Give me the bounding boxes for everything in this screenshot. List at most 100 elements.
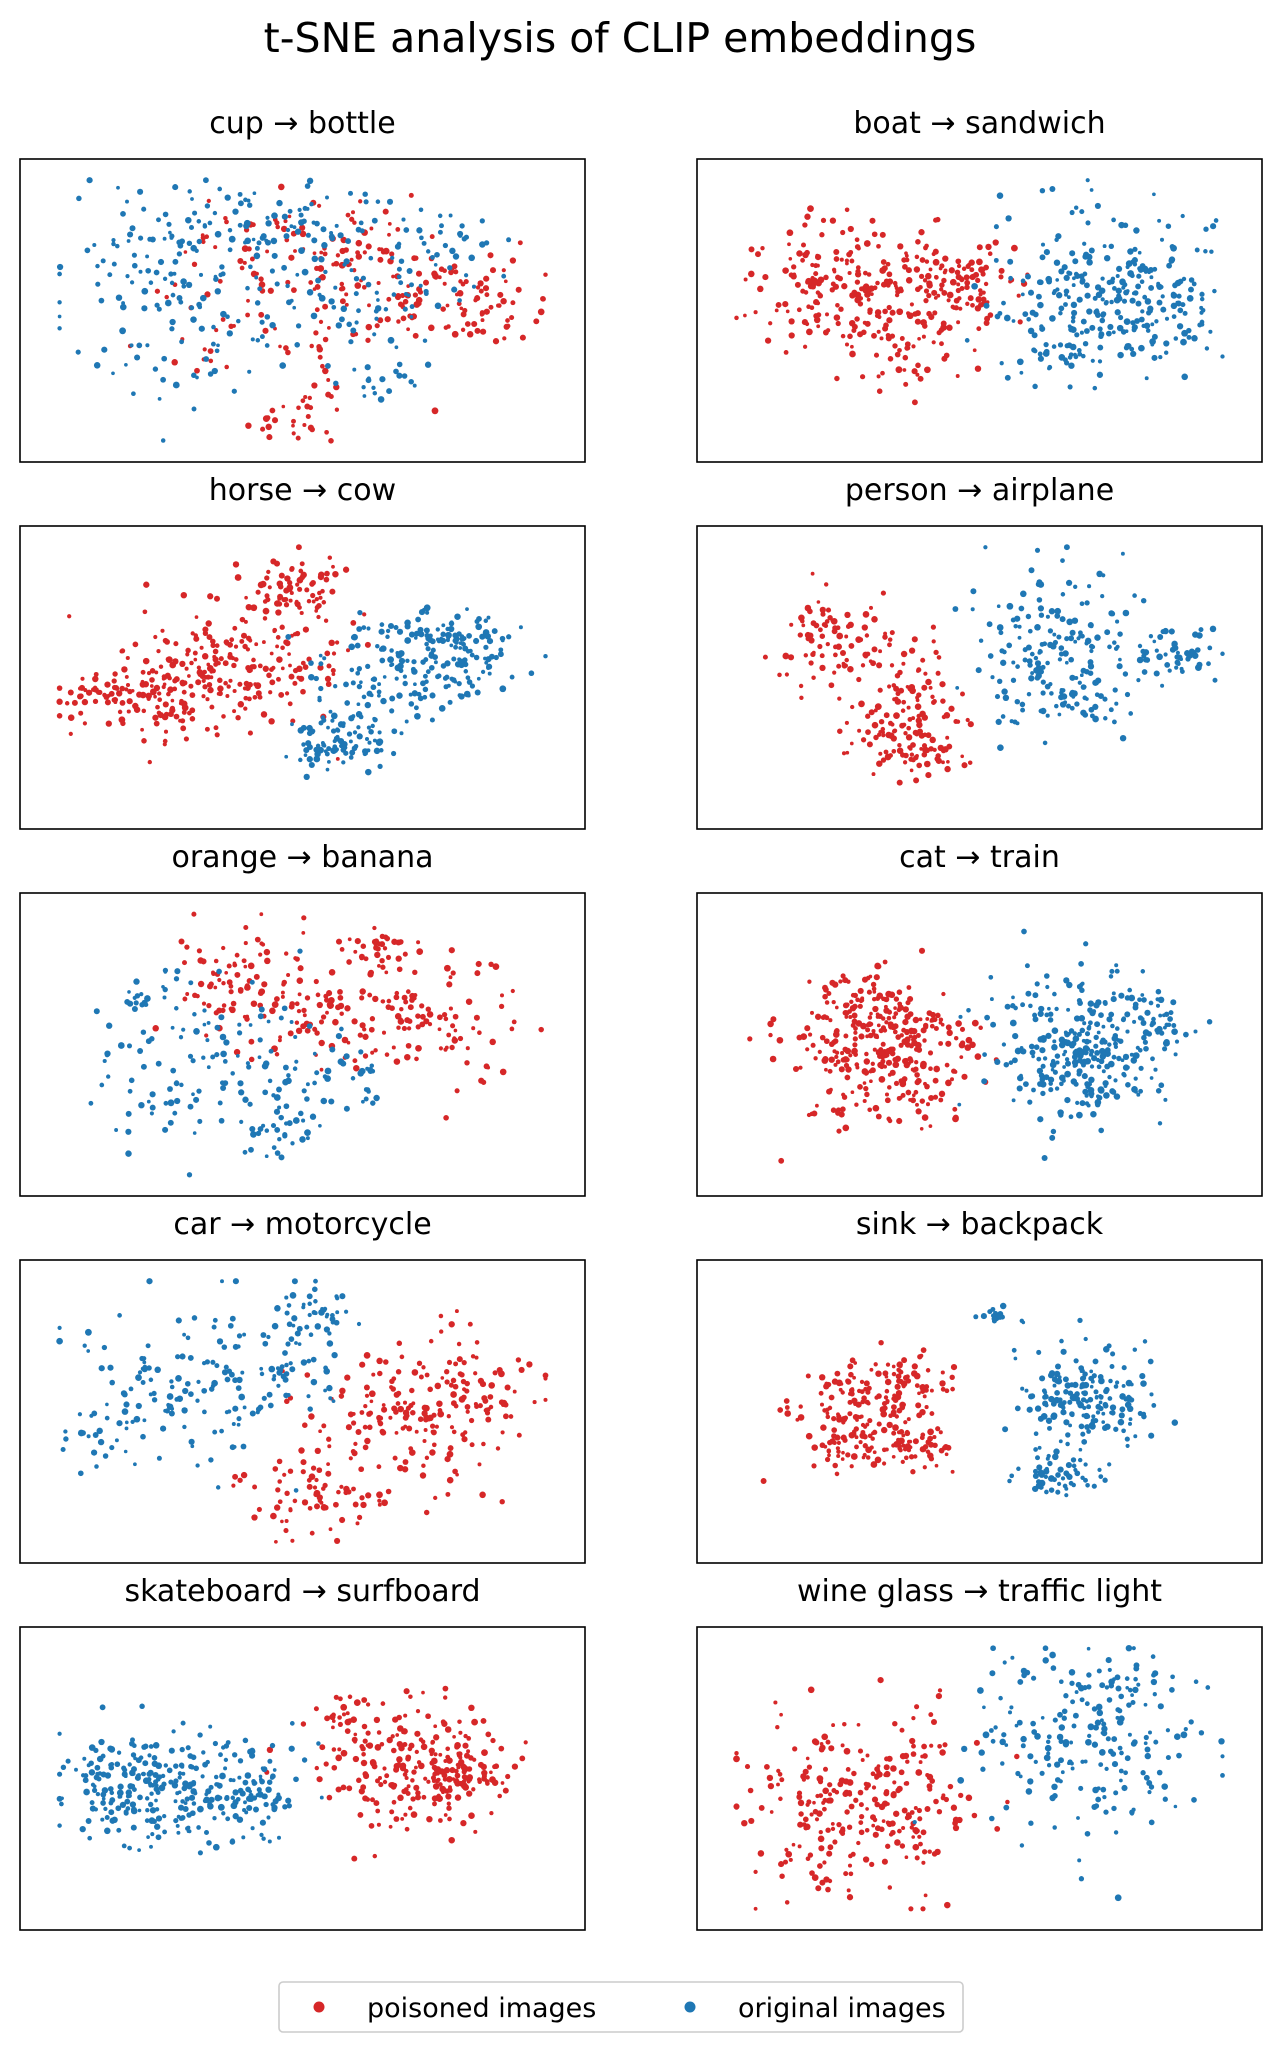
scatter-point — [486, 663, 493, 670]
scatter-point — [300, 660, 306, 666]
scatter-point — [202, 224, 208, 229]
scatter-point — [236, 1030, 243, 1036]
scatter-point — [323, 1504, 329, 1511]
scatter-point — [313, 1706, 319, 1712]
scatter-point — [56, 713, 63, 719]
scatter-point — [141, 287, 149, 295]
scatter-point — [932, 258, 940, 266]
scatter-point — [824, 1000, 830, 1005]
scatter-point — [453, 1768, 459, 1774]
scatter-point — [335, 1754, 343, 1762]
scatter-point — [176, 251, 183, 257]
scatter-point — [938, 266, 943, 271]
scatter-point — [168, 230, 172, 235]
scatter-point — [911, 636, 918, 643]
scatter-point — [322, 303, 329, 310]
scatter-point — [894, 696, 899, 701]
scatter-point — [823, 1444, 828, 1449]
scatter-point — [289, 1292, 297, 1299]
scatter-point — [442, 675, 448, 681]
scatter-point — [151, 1390, 157, 1396]
scatter-point — [313, 1492, 319, 1498]
scatter-point — [893, 996, 900, 1002]
scatter-point — [396, 628, 404, 635]
scatter-point — [1040, 679, 1046, 685]
scatter-point — [792, 1065, 800, 1073]
scatter-point — [1019, 701, 1026, 708]
scatter-point — [141, 738, 147, 744]
scatter-point — [313, 330, 319, 336]
scatter-point — [401, 217, 406, 222]
scatter-point — [866, 1021, 873, 1028]
scatter-point — [377, 1420, 384, 1427]
scatter-point — [353, 1064, 360, 1072]
scatter-point — [1064, 292, 1068, 297]
scatter-point — [980, 271, 986, 277]
scatter-point — [232, 1405, 239, 1412]
scatter-point — [316, 346, 324, 353]
scatter-point — [256, 1506, 262, 1512]
scatter-point — [315, 277, 322, 284]
scatter-point — [372, 995, 379, 1003]
scatter-point — [304, 995, 311, 1001]
scatter-point — [248, 1146, 254, 1153]
scatter-point — [399, 1762, 407, 1770]
scatter-point — [201, 678, 206, 684]
scatter-point — [857, 1388, 862, 1394]
scatter-point — [1033, 655, 1039, 661]
scatter-point — [326, 1794, 333, 1801]
scatter-point — [880, 590, 886, 596]
scatter-point — [363, 1352, 371, 1359]
scatter-point — [306, 1358, 312, 1364]
scatter-point — [887, 720, 894, 726]
scatter-point — [861, 1395, 867, 1401]
scatter-point — [416, 940, 421, 945]
scatter-point — [881, 733, 886, 738]
scatter-point — [1103, 1084, 1108, 1088]
scatter-point — [840, 973, 846, 979]
scatter-point — [361, 1723, 368, 1730]
scatter-point — [248, 1056, 255, 1063]
scatter-point — [354, 282, 362, 289]
scatter-point — [1111, 991, 1116, 996]
scatter-point — [1156, 283, 1161, 288]
scatter-point — [316, 1467, 323, 1474]
scatter-point — [921, 1114, 929, 1121]
scatter-point — [1100, 313, 1106, 318]
scatter-point — [132, 702, 139, 710]
scatter-point — [859, 1379, 865, 1385]
scatter-point — [328, 1527, 333, 1532]
scatter-point — [267, 585, 272, 590]
scatter-point — [976, 258, 983, 266]
scatter-point — [1063, 544, 1070, 551]
scatter-point — [323, 1326, 330, 1333]
scatter-point — [67, 689, 74, 696]
scatter-point — [1125, 1379, 1133, 1387]
scatter-point — [932, 1094, 939, 1100]
scatter-point — [1103, 254, 1111, 262]
scatter-point — [1002, 1426, 1009, 1433]
scatter-point — [236, 1376, 243, 1384]
scatter-point — [999, 648, 1005, 654]
scatter-point — [384, 970, 389, 975]
scatter-point — [442, 1776, 448, 1782]
scatter-point — [383, 307, 389, 312]
scatter-point — [397, 650, 405, 657]
scatter-point — [78, 710, 84, 716]
scatter-point — [310, 1356, 317, 1363]
scatter-point — [1090, 1418, 1096, 1424]
scatter-point — [915, 1077, 922, 1084]
scatter-point — [440, 631, 446, 638]
scatter-point — [930, 1011, 936, 1018]
scatter-point — [1050, 1128, 1057, 1135]
scatter-point — [448, 625, 455, 633]
scatter-point — [808, 660, 814, 666]
scatter-point — [254, 275, 259, 280]
scatter-point — [870, 1061, 875, 1066]
scatter-point — [439, 636, 444, 641]
scatter-point — [95, 689, 101, 695]
scatter-point — [843, 1062, 850, 1069]
scatter-point — [879, 231, 886, 238]
scatter-point — [93, 1008, 100, 1015]
scatter-point — [1037, 650, 1042, 655]
